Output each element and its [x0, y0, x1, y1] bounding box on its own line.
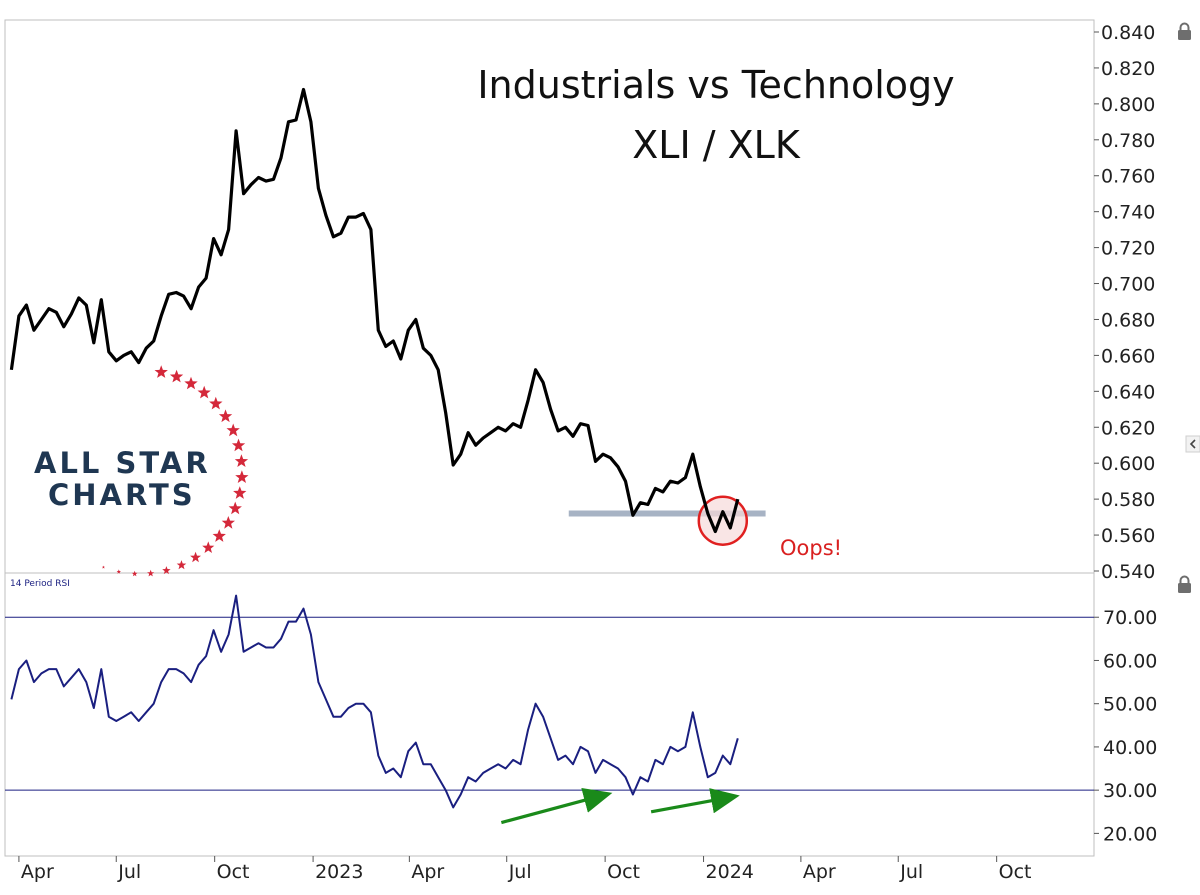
x-tick-label: Jul [508, 861, 532, 883]
chart-title: Industrials vs Technology [477, 63, 954, 107]
logo-star [212, 529, 226, 542]
x-tick-label: Oct [217, 861, 250, 883]
x-tick-label: Jul [899, 861, 923, 883]
rsi-y-tick-label: 40.00 [1103, 737, 1157, 759]
logo-star [228, 501, 242, 515]
main-y-axis: 0.540 0.560 0.580 0.600 0.620 0.640 0.660 0.680… [1094, 22, 1155, 583]
plot-frame [4, 19, 1095, 857]
rsi-y-axis: 20.00 30.00 40.00 50.00 60.00 70.00 [1094, 607, 1157, 845]
rsi-y-tick-label: 60.00 [1103, 650, 1157, 672]
logo-star [221, 516, 235, 529]
chart-subtitle: XLI / XLK [632, 123, 801, 167]
logo-star [131, 570, 138, 577]
main-y-tick-label: 0.660 [1101, 345, 1155, 367]
green-arrow [500, 787, 613, 825]
logo-line-1: ALL STAR [34, 446, 211, 480]
main-y-tick-label: 0.620 [1101, 417, 1155, 439]
main-y-tick-label: 0.820 [1101, 58, 1155, 80]
main-y-tick-label: 0.800 [1101, 94, 1155, 116]
logo-line-2: CHARTS [48, 478, 196, 512]
main-y-tick-label: 0.780 [1101, 130, 1155, 152]
logo-star [169, 369, 184, 383]
main-y-tick-label: 0.740 [1101, 202, 1155, 224]
logo-star [197, 385, 211, 399]
main-y-tick-label: 0.680 [1101, 309, 1155, 331]
logo-star [176, 560, 187, 570]
rsi-y-tick-label: 30.00 [1103, 780, 1157, 802]
logo-star [147, 569, 155, 577]
xli-xlk-ratio-line [9, 87, 740, 534]
lock-icon[interactable] [1178, 575, 1191, 594]
main-y-tick-label: 0.560 [1101, 525, 1155, 547]
rsi-y-tick-label: 20.00 [1103, 823, 1157, 845]
x-axis: Apr Jul Oct 2023 Apr Jul Oct 2024 Apr Jul Oct [18, 856, 1032, 883]
logo-star [202, 541, 215, 553]
main-y-tick-label: 0.580 [1101, 489, 1155, 511]
lock-icon[interactable] [1178, 22, 1191, 41]
green-arrow [650, 788, 740, 814]
rsi-y-tick-label: 70.00 [1103, 607, 1157, 629]
collapse-arrow-icon[interactable] [1185, 435, 1200, 453]
logo-star [234, 454, 249, 467]
x-tick-label: 2024 [706, 861, 754, 883]
main-y-tick-label: 0.600 [1101, 453, 1155, 475]
logo-star [184, 376, 198, 390]
logo-star [101, 565, 105, 569]
x-tick-label: Apr [21, 861, 54, 883]
rsi-line [10, 594, 739, 809]
x-tick-label: Apr [803, 861, 836, 883]
logo-star [162, 566, 171, 575]
rsi-y-tick-label: 50.00 [1103, 694, 1157, 716]
x-tick-label: Apr [411, 861, 444, 883]
rsi-reference-lines [5, 616, 1094, 791]
x-tick-label: Oct [999, 861, 1032, 883]
main-y-tick-label: 0.700 [1101, 274, 1155, 296]
logo-star [233, 486, 247, 499]
rsi-annotations [500, 787, 740, 825]
x-tick-label: 2023 [315, 861, 363, 883]
x-tick-label: Oct [607, 861, 640, 883]
logo-star [154, 365, 168, 378]
main-y-tick-label: 0.540 [1101, 561, 1155, 583]
main-y-tick-label: 0.720 [1101, 238, 1155, 260]
main-y-tick-label: 0.640 [1101, 381, 1155, 403]
rsi-panel-label: 14 Period RSI [10, 579, 70, 589]
logo-star [235, 470, 249, 483]
logo-star [226, 423, 240, 437]
main-y-tick-label: 0.840 [1101, 22, 1155, 44]
star-ring-icon [101, 365, 249, 577]
logo-star [190, 551, 201, 563]
x-tick-label: Jul [117, 861, 141, 883]
logo-star [116, 569, 121, 574]
logo-star [231, 438, 246, 452]
logo-star [218, 409, 233, 423]
oops-annotation: Oops! [780, 536, 842, 560]
all-star-charts-logo: ALL STAR CHARTS [34, 365, 249, 577]
main-y-tick-label: 0.760 [1101, 166, 1155, 188]
logo-star [209, 396, 223, 410]
